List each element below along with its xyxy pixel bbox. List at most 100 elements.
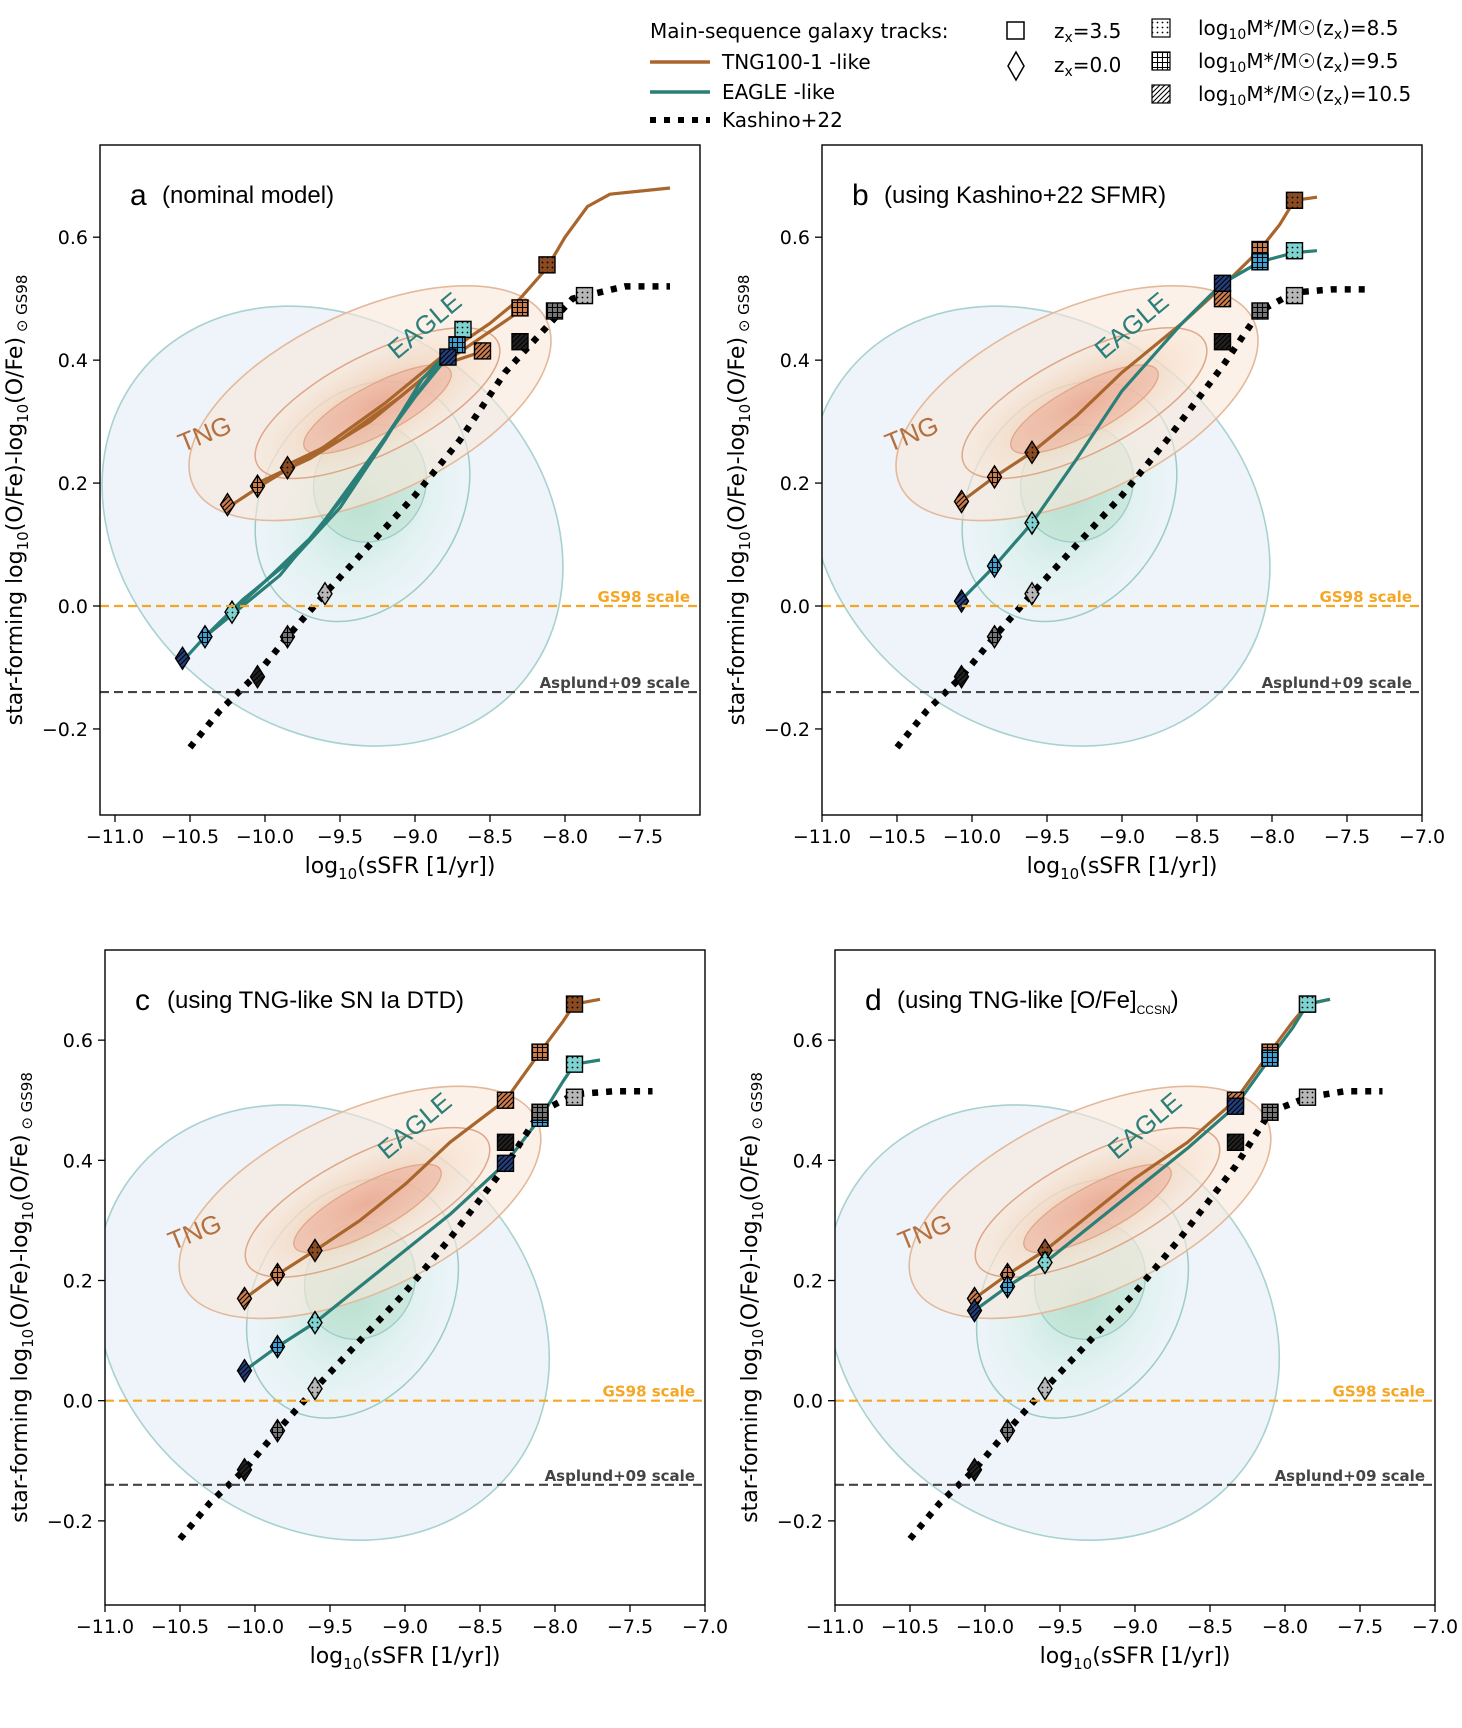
square-marker-hatch [512,333,528,350]
diamond-marker-hatch [987,625,1002,648]
x-tick-label: −7.0 [1399,826,1445,848]
legend-mass-95: log10M*/M☉(zx)=9.5 [1198,49,1398,76]
diamond-marker-hatch [318,582,332,605]
tng-density-mid [244,1126,491,1278]
diamond-marker-hatch [237,1359,252,1382]
ref-label-asplund: Asplund+09 scale [1262,674,1412,692]
y-tick-label: 0.6 [793,1030,823,1052]
legend-zx-35: zx=3.5 [1054,19,1121,46]
y-tick-label: 0.4 [793,1150,823,1172]
x-tick-label: −8.0 [542,826,588,848]
diagonal-hatch-icon [1151,84,1171,104]
square-marker-hatch [1286,242,1303,259]
diamond-marker-hatch [250,665,265,688]
y-tick-label: 0.0 [780,596,810,618]
square-marker-icon [1006,21,1025,40]
diamond-marker-hatch [1000,1275,1015,1298]
axes-frame [99,144,701,816]
diamond-marker-hatch [987,555,1002,578]
x-tick-label: −11.0 [806,1616,864,1638]
x-axis-label: log10(sSFR [1/yr]) [310,1644,501,1673]
x-tick-label: −8.0 [532,1616,578,1638]
square-marker-hatch [532,1044,548,1061]
diamond-marker-hatch [270,1263,285,1286]
diamond-marker-hatch [308,1311,322,1334]
square-marker-hatch [532,1104,548,1121]
legend: Main-sequence galaxy tracks: TNG100-1 -l… [650,16,1411,132]
x-tick-label: −9.0 [392,826,438,848]
square-marker-hatch [1262,1104,1278,1121]
square-marker-hatch [566,1089,583,1106]
y-tick-label: −0.2 [47,1511,93,1533]
diamond-marker-hatch [270,1335,285,1358]
diamond-marker-hatch [270,1419,285,1442]
x-tick-label: −10.5 [881,1616,939,1638]
square-marker-hatch [566,996,583,1013]
y-tick-label: 0.4 [780,350,810,372]
x-tick-label: −10.0 [236,826,294,848]
eagle-track-line [960,249,1318,602]
square-marker-hatch [539,256,555,273]
dots-hatch-icon [1151,18,1171,38]
diamond-marker-hatch [967,1458,982,1481]
square-marker-hatch [497,1155,514,1172]
ref-label-gs98: GS98 scale [1333,1383,1425,1401]
ref-label-gs98: GS98 scale [598,588,690,606]
diamond-marker-hatch [175,647,190,670]
x-tick-label: −7.5 [1337,1616,1383,1638]
x-tick-label: −8.5 [1174,826,1220,848]
diamond-marker-hatch [250,475,265,498]
legend-track-eagle: EAGLE -like [650,80,835,104]
y-axis-label: star-forming log10(O/Fe)-log10(O/Fe) ⊙ G… [3,275,32,726]
tng-track-line [973,997,1331,1300]
x-axis-label: log10(sSFR [1/yr]) [1040,1644,1231,1673]
square-marker-hatch [1227,1134,1244,1151]
eagle-track-line [243,1058,601,1372]
legend-label-eagle: EAGLE -like [722,80,835,104]
y-tick-label: 0.4 [58,350,88,372]
y-axis-label: star-forming log10(O/Fe)-log10(O/Fe) ⊙ G… [725,275,754,726]
square-marker-hatch [455,321,471,338]
diamond-marker-hatch [954,665,969,688]
legend-marker-square: zx=3.5 [1006,19,1121,46]
x-tick-label: −8.5 [457,1616,503,1638]
diamond-marker-hatch [1038,1251,1052,1274]
square-marker-hatch [566,1056,583,1073]
eagle-track-line [230,352,450,614]
square-marker-hatch [546,302,563,319]
y-tick-label: 0.6 [780,227,810,249]
diamond-marker-hatch [1025,441,1039,464]
y-tick-label: −0.2 [764,719,810,741]
diamond-marker-hatch [1025,582,1039,605]
panel-title: (using TNG-like [O/Fe]CCSN) [897,987,1179,1017]
panel-title: (nominal model) [162,182,334,209]
y-tick-label: −0.2 [777,1511,823,1533]
panel-letter: b [852,179,869,212]
y-tick-label: 0.2 [58,473,88,495]
y-axis-label: star-forming log10(O/Fe)-log10(O/Fe) ⊙ G… [8,1072,37,1523]
y-tick-label: 0.6 [58,227,88,249]
ref-label-asplund: Asplund+09 scale [540,674,690,692]
diamond-marker-hatch [237,1458,252,1481]
ref-label-gs98: GS98 scale [1320,588,1412,606]
x-tick-label: −7.5 [1324,826,1370,848]
x-tick-label: −9.0 [1099,826,1145,848]
x-tick-label: −10.0 [956,1616,1014,1638]
x-tick-label: −8.5 [467,826,513,848]
legend-zx-00: zx=0.0 [1054,53,1121,80]
square-marker-hatch [1214,275,1231,292]
eagle-track-line [973,997,1331,1312]
panel-title: (using TNG-like SN Ia DTD) [167,987,464,1014]
y-tick-label: 0.4 [63,1150,93,1172]
diamond-marker-hatch [967,1299,982,1322]
x-tick-label: −11.0 [793,826,851,848]
square-marker-hatch [497,1092,514,1109]
diamond-marker-hatch [954,490,969,513]
x-axis-label: log10(sSFR [1/yr]) [1027,854,1218,883]
x-tick-label: −7.5 [607,1616,653,1638]
panel-title-subscript: CCSN [1137,1003,1171,1017]
square-marker-hatch [497,1134,514,1151]
